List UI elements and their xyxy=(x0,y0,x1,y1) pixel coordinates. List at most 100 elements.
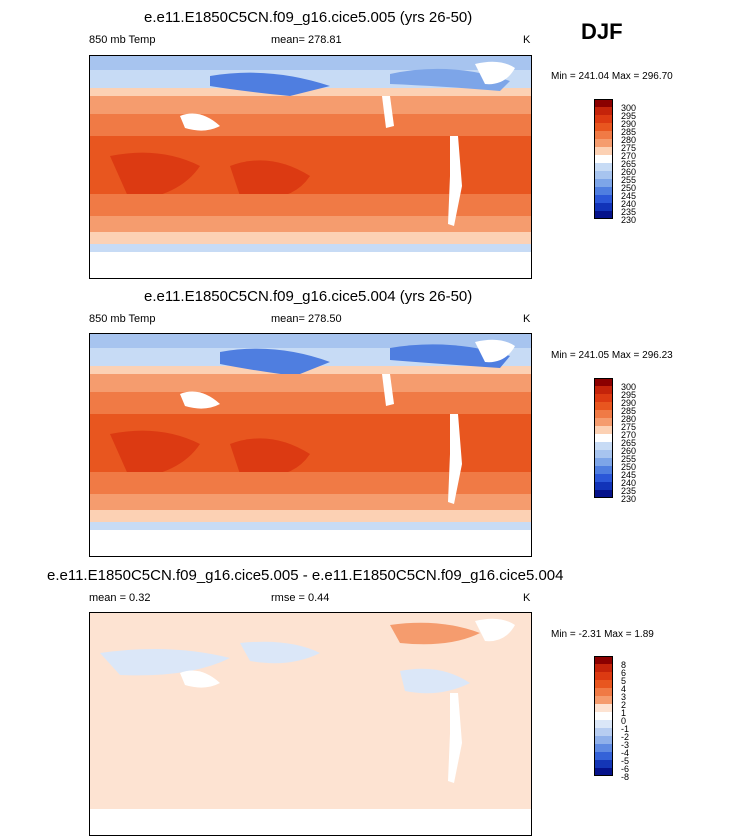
colorbar-swatch xyxy=(594,139,613,147)
colorbar-swatch xyxy=(594,688,613,696)
colorbar-tick-label: 285 xyxy=(621,406,637,416)
colorbar-swatch xyxy=(594,131,613,139)
colorbar-swatch xyxy=(594,155,613,163)
antarctic-edge-band xyxy=(90,522,531,530)
panel1-units: K xyxy=(523,34,531,46)
colorbar-tick-label: 240 xyxy=(621,199,637,209)
panel3-colorbar xyxy=(594,656,613,776)
colorbar-tick-label: -4 xyxy=(621,748,630,758)
africa-warm xyxy=(110,430,200,479)
colorbar-swatch xyxy=(594,656,613,664)
colorbar-swatch xyxy=(594,680,613,688)
southern-ocean-band xyxy=(90,510,531,522)
colorbar-swatch xyxy=(594,466,613,474)
colorbar-tick-label: -3 xyxy=(621,740,630,750)
colorbar-swatch xyxy=(594,458,613,466)
colorbar-swatch xyxy=(594,402,613,410)
panel1-title: e.e11.E1850C5CN.f09_g16.cice5.005 (yrs 2… xyxy=(144,9,473,26)
colorbar-tick-label: 255 xyxy=(621,175,637,185)
colorbar-tick-label: 250 xyxy=(621,183,637,193)
antarctic-edge-band xyxy=(90,244,531,252)
colorbar-tick-label: 260 xyxy=(621,446,637,456)
colorbar-tick-label: 230 xyxy=(621,494,637,504)
panel1-mean: mean= 278.81 xyxy=(271,34,342,46)
antarctica xyxy=(90,252,531,278)
africa-warm xyxy=(110,152,200,201)
colorbar-swatch xyxy=(594,171,613,179)
colorbar-swatch xyxy=(594,744,613,752)
panel2-variable: 850 mb Temp xyxy=(89,313,156,325)
colorbar-tick-label: 6 xyxy=(621,668,627,678)
panel2-minmax: Min = 241.05 Max = 296.23 xyxy=(551,350,673,361)
colorbar-swatch xyxy=(594,442,613,450)
colorbar-swatch xyxy=(594,482,613,490)
colorbar-swatch xyxy=(594,394,613,402)
colorbar-tick-label: 265 xyxy=(621,438,637,448)
colorbar-tick-label: 275 xyxy=(621,422,637,432)
siberia-cold xyxy=(210,72,330,96)
colorbar-tick-label: 240 xyxy=(621,478,637,488)
panel1-map xyxy=(89,55,532,279)
south-subtropic-band xyxy=(90,194,531,216)
greenland-mask xyxy=(475,61,515,85)
colorbar-swatch xyxy=(594,426,613,434)
panel1-colorbar xyxy=(594,99,613,219)
canada-warm-anomaly xyxy=(390,622,480,645)
colorbar-tick-label: 270 xyxy=(621,430,637,440)
antarctica xyxy=(90,530,531,556)
colorbar-tick-label: 245 xyxy=(621,191,637,201)
colorbar-tick-label: -6 xyxy=(621,764,630,774)
arctic-band xyxy=(90,56,531,70)
panel3-mean: mean = 0.32 xyxy=(89,592,151,604)
colorbar-tick-label: 8 xyxy=(621,660,627,670)
colorbar-tick-label: 265 xyxy=(621,159,637,169)
colorbar-swatch xyxy=(594,179,613,187)
colorbar-swatch xyxy=(594,434,613,442)
colorbar-tick-label: 290 xyxy=(621,119,637,129)
panel1-variable: 850 mb Temp xyxy=(89,34,156,46)
colorbar-tick-label: 230 xyxy=(621,215,637,225)
colorbar-tick-label: -1 xyxy=(621,724,630,734)
panel2-title: e.e11.E1850C5CN.f09_g16.cice5.004 (yrs 2… xyxy=(144,288,473,305)
colorbar-tick-label: 250 xyxy=(621,462,637,472)
antarctica xyxy=(90,809,531,835)
panel1-map-svg xyxy=(90,56,531,278)
greenland-mask xyxy=(475,339,515,363)
colorbar-tick-label: 280 xyxy=(621,414,637,424)
colorbar-tick-label: 285 xyxy=(621,127,637,137)
colorbar-swatch xyxy=(594,712,613,720)
subtropic-band xyxy=(90,392,531,414)
colorbar-tick-label: -2 xyxy=(621,732,630,742)
colorbar-swatch xyxy=(594,474,613,482)
southern-ocean-band xyxy=(90,232,531,244)
colorbar-swatch xyxy=(594,490,613,498)
colorbar-swatch xyxy=(594,410,613,418)
rockies-mask xyxy=(382,96,394,128)
panel2-map xyxy=(89,333,532,557)
andes-mask xyxy=(448,136,462,226)
colorbar-swatch xyxy=(594,99,613,107)
colorbar-swatch xyxy=(594,107,613,115)
map-background xyxy=(90,613,531,835)
colorbar-swatch xyxy=(594,720,613,728)
colorbar-tick-label: -8 xyxy=(621,772,630,782)
arctic-band xyxy=(90,334,531,348)
tibet-mask xyxy=(180,670,220,688)
andes-mask xyxy=(448,414,462,504)
colorbar-tick-label: 295 xyxy=(621,111,637,121)
america-cool-anomaly xyxy=(400,668,470,694)
colorbar-tick-label: 0 xyxy=(621,716,627,726)
colorbar-swatch xyxy=(594,736,613,744)
panel3-units: K xyxy=(523,592,531,604)
subtropic-band xyxy=(90,114,531,136)
colorbar-tick-label: 290 xyxy=(621,398,637,408)
andes-mask xyxy=(448,693,462,783)
colorbar-tick-label: 4 xyxy=(621,684,627,694)
colorbar-swatch xyxy=(594,450,613,458)
colorbar-tick-label: 300 xyxy=(621,382,637,392)
colorbar-swatch xyxy=(594,728,613,736)
tibet-mask xyxy=(180,113,220,131)
colorbar-tick-label: 235 xyxy=(621,486,637,496)
colorbar-swatch xyxy=(594,195,613,203)
colorbar-swatch xyxy=(594,752,613,760)
